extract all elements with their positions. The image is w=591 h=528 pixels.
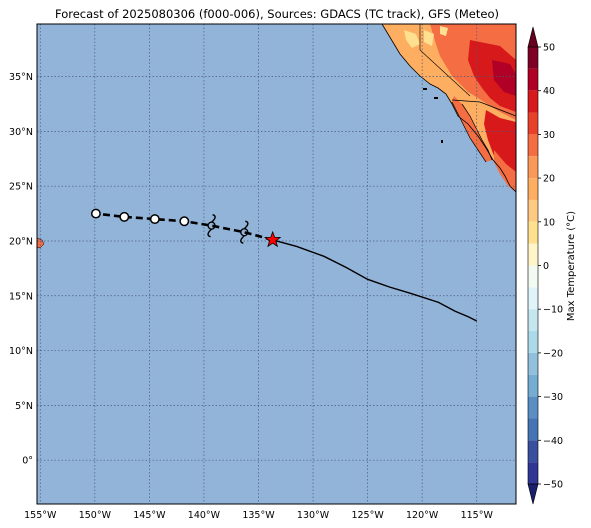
colorbar-segment bbox=[528, 156, 538, 179]
latitude-tick-label: 0° bbox=[22, 456, 33, 467]
coastline bbox=[381, 24, 516, 193]
map-panel bbox=[37, 24, 516, 504]
longitude-tick-label: 125°W bbox=[351, 510, 384, 521]
land-hot-spot bbox=[492, 60, 516, 96]
land-temperature-field bbox=[37, 24, 516, 249]
figure-title: Forecast of 2025080306 (f000-006), Sourc… bbox=[55, 7, 499, 21]
colorbar-segment bbox=[528, 199, 538, 222]
longitude-tick-label: 140°W bbox=[188, 510, 221, 521]
colorbar-tick-label: 0 bbox=[543, 261, 549, 272]
colorbar-segment bbox=[528, 462, 538, 484]
colorbar-segment bbox=[528, 265, 538, 288]
mexico-coast-band bbox=[494, 150, 516, 192]
longitude-tick-label: 115°W bbox=[461, 510, 494, 521]
longitude-tick-label: 145°W bbox=[133, 510, 166, 521]
longitude-tick-label: 130°W bbox=[297, 510, 330, 521]
hawaii-island bbox=[37, 237, 45, 249]
colorbar-tick-label: −10 bbox=[543, 305, 563, 316]
latitude-tick-label: 15°N bbox=[9, 291, 33, 302]
colorbar: 50 40 30 20 10 0 −10 −20 −30 −40 −50 bbox=[527, 26, 563, 505]
latitude-tick-label: 30°N bbox=[9, 127, 33, 138]
hurricane-icon bbox=[207, 213, 216, 238]
longitude-tick-label: 135°W bbox=[242, 510, 275, 521]
map-frame bbox=[36, 23, 517, 505]
colorbar-tick-label: −30 bbox=[543, 392, 563, 403]
colorbar-tick-label: −40 bbox=[543, 436, 563, 447]
colorbar-segment bbox=[528, 90, 538, 113]
depression-icon bbox=[119, 211, 130, 222]
colorbar-tick-label: 50 bbox=[543, 43, 555, 54]
land-hottest-desert bbox=[468, 40, 516, 112]
colorbar-segment bbox=[528, 68, 538, 91]
land-cool-mountains bbox=[404, 26, 448, 48]
longitude-tick-label: 120°W bbox=[406, 510, 439, 521]
latitude-tick-label: 5°N bbox=[15, 401, 33, 412]
latitude-tick-label: 10°N bbox=[9, 346, 33, 357]
colorbar-extend-top bbox=[527, 26, 539, 48]
colorbar-segment bbox=[528, 112, 538, 135]
colorbar-segment bbox=[528, 178, 538, 200]
colorbar-segment bbox=[528, 243, 538, 266]
colorbar-segment bbox=[528, 309, 538, 332]
colorbar-label: Max Temperature (°C) bbox=[566, 211, 577, 321]
latitude-tick-label: 35°N bbox=[9, 72, 33, 83]
latitude-tick-label: 20°N bbox=[9, 236, 33, 247]
colorbar-tick-label: −50 bbox=[543, 480, 563, 491]
island-small bbox=[441, 140, 443, 143]
colorbar-segment bbox=[528, 440, 538, 463]
past-track-line bbox=[272, 239, 478, 322]
colorbar-tick-label: 10 bbox=[543, 217, 555, 228]
colorbar-segment bbox=[528, 352, 538, 375]
depression-icon bbox=[149, 214, 160, 225]
colorbar-segment bbox=[528, 418, 538, 441]
colorbar-extend-bottom bbox=[527, 483, 539, 505]
state-border bbox=[419, 24, 471, 97]
border-line bbox=[451, 99, 516, 117]
latitude-axis: 35°N 30°N 25°N 20°N 15°N 10°N 5°N 0° bbox=[9, 72, 33, 467]
colorbar-tick-label: 40 bbox=[543, 86, 555, 97]
star-icon bbox=[263, 230, 282, 248]
colorbar-segment bbox=[528, 47, 538, 69]
colorbar-segment bbox=[528, 331, 538, 353]
graticule bbox=[37, 24, 516, 504]
colorbar-segment bbox=[528, 221, 538, 244]
longitude-tick-label: 155°W bbox=[24, 510, 57, 521]
depression-icon bbox=[90, 208, 101, 219]
colorbar-tick-label: −20 bbox=[543, 348, 563, 359]
hurricane-icon bbox=[240, 220, 249, 244]
island-small-2 bbox=[423, 88, 438, 99]
colorbar-segment bbox=[528, 134, 538, 157]
depression-icon bbox=[179, 216, 190, 227]
colorbar-segment bbox=[528, 374, 538, 397]
longitude-tick-label: 150°W bbox=[79, 510, 112, 521]
latitude-tick-label: 25°N bbox=[9, 182, 33, 193]
colorbar-tick-label: 30 bbox=[543, 130, 555, 141]
colorbar-tick-label: 20 bbox=[543, 174, 555, 185]
colorbar-segment bbox=[528, 287, 538, 310]
ocean-background bbox=[37, 24, 516, 504]
colorbar-segment bbox=[528, 396, 538, 419]
gulf-of-california-outline bbox=[451, 101, 493, 163]
storm-track bbox=[90, 208, 478, 322]
longitude-axis: 155°W 150°W 145°W 140°W 135°W 130°W 125°W 120°W… bbox=[24, 510, 493, 521]
